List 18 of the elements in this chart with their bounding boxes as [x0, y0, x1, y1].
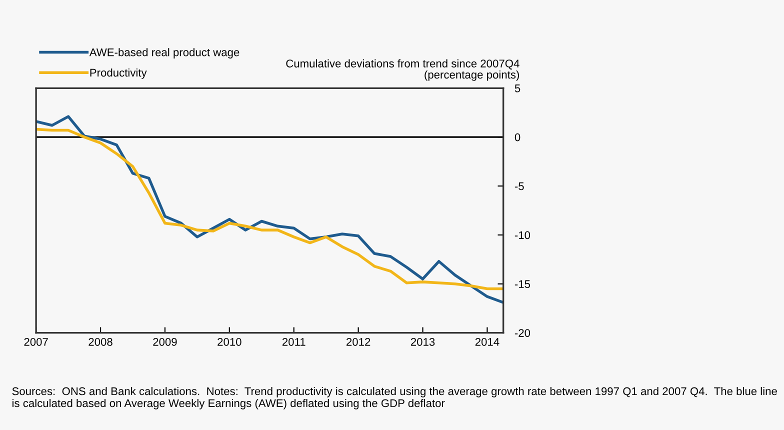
- x-tick-label: 2007: [24, 338, 48, 346]
- x-tick-label: 2008: [88, 338, 112, 346]
- x-tick-label: 2014: [475, 338, 500, 346]
- x-tick-label: 2012: [346, 338, 370, 346]
- y-tick-label: 0: [514, 133, 520, 142]
- legend-label: Productivity: [90, 68, 147, 79]
- x-tick-label: 2011: [282, 338, 306, 346]
- y-tick-label: 5: [514, 84, 520, 92]
- y-tick-label: -10: [514, 231, 530, 240]
- legend-label: AWE-based real product wage: [89, 48, 240, 58]
- y-axis-title: Cumulative deviations from trend since 2007Q4 (percentage points): [286, 59, 520, 81]
- source-note: Sources: ONS and Bank calculations. Notes: Trend productivity is calculated using the average growth rate between 1997 Q1 and 2007 Q4. The blue line is calculated based on Average Weekly Earnings (AWE) deflated using the GDP deflator: [12, 387, 777, 410]
- x-tick-label: 2009: [153, 338, 177, 346]
- y-tick-label: -15: [514, 280, 530, 288]
- y-tick-label: -5: [514, 182, 524, 190]
- x-tick-label: 2010: [218, 338, 242, 346]
- y-tick-label: -20: [514, 329, 530, 337]
- x-tick-label: 2013: [410, 338, 435, 346]
